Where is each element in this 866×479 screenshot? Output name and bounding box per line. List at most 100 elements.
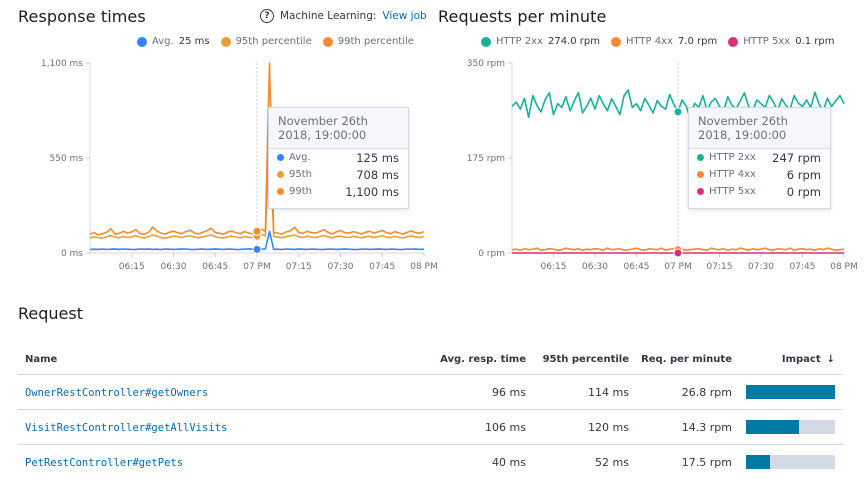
cursor-point-http-2xx: [673, 107, 683, 117]
x-tick-label: 07:45: [369, 262, 395, 272]
legend-item[interactable]: 95th percentile: [220, 36, 312, 47]
tooltip-value: 708 ms: [356, 167, 399, 182]
y-tick-label: 550 ms: [50, 154, 84, 164]
legend-label: HTTP 4xx: [625, 36, 673, 47]
help-icon[interactable]: ?: [260, 9, 274, 23]
x-tick-label: 06:30: [582, 262, 608, 272]
tooltip-label: Avg.: [289, 152, 311, 163]
cursor-point-99th-percentile: [252, 226, 262, 236]
legend-item[interactable]: HTTP 2xx 274.0 rpm: [481, 36, 600, 47]
legend-label: 95th percentile: [235, 36, 312, 47]
cell-95th-percentile: 120 ms: [588, 420, 629, 434]
legend-dot-icon: [481, 36, 491, 47]
tooltip-date-line: November 26th: [278, 114, 368, 128]
x-tick-label: 08 PM: [410, 262, 438, 272]
legend-item[interactable]: HTTP 4xx 7.0 rpm: [610, 36, 718, 47]
impact-bar-fill: [746, 455, 771, 469]
impact-bar-fill: [746, 385, 835, 399]
y-tick-label: 1,100 ms: [41, 59, 83, 69]
legend-dot-icon: [728, 36, 739, 47]
legend-item[interactable]: HTTP 5xx 0.1 rpm: [728, 36, 835, 47]
x-tick-label: 07 PM: [664, 262, 692, 272]
tooltip-time-line: 2018, 19:00:00: [278, 128, 367, 142]
legend-item[interactable]: Avg. 25 ms: [137, 36, 210, 47]
legend-value: 7.0 rpm: [677, 36, 718, 47]
transaction-link[interactable]: OwnerRestController#getOwners: [25, 386, 209, 399]
legend-dot-icon: [137, 36, 147, 47]
tooltip-date: November 26th 2018, 19:00:00: [269, 108, 408, 149]
tooltip-row: Avg. 125 ms: [269, 149, 408, 166]
cell-name: VisitRestController#getAllVisits: [18, 421, 426, 434]
x-tick-label: 08 PM: [830, 262, 858, 272]
tooltip-value: 125 ms: [356, 150, 399, 165]
y-tick-label: 0 ms: [61, 249, 83, 259]
column-name[interactable]: Name: [25, 354, 58, 365]
legend-label: Avg.: [152, 36, 174, 47]
tooltip-row: HTTP 2xx 247 rpm: [689, 149, 830, 166]
response-times-title: Response times: [18, 7, 146, 26]
x-tick-label: 06:45: [202, 262, 228, 272]
tooltip-dot-icon: [697, 188, 704, 195]
tooltip-dot-icon: [277, 154, 284, 161]
legend-value: 25 ms: [178, 36, 210, 47]
table-header: Name Avg. resp. time 95th percentile Req…: [18, 345, 843, 375]
column-impact[interactable]: Impact ↓: [732, 354, 843, 365]
x-tick-label: 07:15: [707, 262, 733, 272]
legend-label: HTTP 2xx: [496, 36, 543, 47]
response-times-chart[interactable]: 1,100 ms 550 ms 0 ms 06:15 06:30 06:45 07 PM 07…: [0, 52, 438, 282]
response-times-tooltip: November 26th 2018, 19:00:00 Avg. 125 ms 95t…: [268, 107, 409, 209]
column-95th-percentile[interactable]: 95th percentile: [542, 354, 629, 365]
y-tick-label: 175 rpm: [467, 154, 505, 164]
cell-impact: [732, 385, 843, 399]
x-tick-label: 07 PM: [243, 262, 271, 272]
legend-dot-icon: [220, 36, 231, 47]
table-row: OwnerRestController#getOwners 96 ms 114 ms…: [18, 375, 843, 410]
tooltip-row: 99th 1,100 ms: [269, 183, 408, 200]
ml-label: Machine Learning:: [280, 10, 377, 22]
table-row: VisitRestController#getAllVisits 106 ms 12…: [18, 410, 843, 445]
legend-label: HTTP 5xx: [743, 36, 791, 47]
x-tick-label: 06:15: [541, 262, 567, 272]
x-tick-label: 06:15: [119, 262, 145, 272]
tooltip-row: 95th 708 ms: [269, 166, 408, 183]
sort-arrow-icon: ↓: [826, 354, 835, 365]
transaction-link[interactable]: VisitRestController#getAllVisits: [25, 421, 228, 434]
column-req-per-minute[interactable]: Req. per minute: [641, 354, 732, 365]
legend-dot-icon: [610, 36, 621, 47]
cell-req-per-minute: 26.8 rpm: [681, 385, 732, 399]
cursor-point-http-5xx: [673, 248, 683, 258]
cursor-point-avg-: [252, 244, 262, 254]
tooltip-label: HTTP 2xx: [709, 152, 756, 163]
table-row: PetRestController#getPets 40 ms 52 ms 17.5 …: [18, 445, 843, 479]
tooltip-row: HTTP 4xx 6 rpm: [689, 166, 830, 183]
cell-95th-percentile: 52 ms: [595, 455, 629, 469]
legend-dot-icon: [322, 36, 333, 47]
cell-name: PetRestController#getPets: [18, 456, 426, 469]
column-avg-resp-time[interactable]: Avg. resp. time: [440, 354, 526, 365]
request-table: Name Avg. resp. time 95th percentile Req…: [18, 345, 843, 479]
tooltip-label: HTTP 5xx: [709, 186, 756, 197]
legend-value: 274.0 rpm: [547, 36, 600, 47]
tooltip-row: HTTP 5xx 0 rpm: [689, 183, 830, 200]
response-times-legend: Avg. 25 ms 95th percentile 99th percentile: [137, 36, 414, 47]
table-body: OwnerRestController#getOwners 96 ms 114 ms…: [18, 375, 843, 479]
view-job-link[interactable]: View job: [382, 10, 427, 22]
cell-avg-resp-time: 106 ms: [485, 420, 526, 434]
column-impact-label: Impact: [781, 354, 821, 365]
x-tick-label: 07:30: [748, 262, 774, 272]
tooltip-label: HTTP 4xx: [709, 169, 756, 180]
impact-bar: [746, 455, 835, 469]
x-tick-label: 07:45: [790, 262, 816, 272]
legend-item[interactable]: 99th percentile: [322, 36, 414, 47]
requests-per-minute-title: Requests per minute: [438, 7, 607, 26]
y-tick-label: 350 rpm: [467, 59, 505, 69]
legend-label: 99th percentile: [337, 36, 414, 47]
cell-avg-resp-time: 40 ms: [492, 455, 526, 469]
requests-per-minute-chart[interactable]: 350 rpm 175 rpm 0 rpm 06:15 06:30 06:45 07 PM 0…: [432, 52, 866, 282]
transaction-link[interactable]: PetRestController#getPets: [25, 456, 184, 469]
legend-value: 0.1 rpm: [795, 36, 835, 47]
tooltip-value: 6 rpm: [786, 167, 821, 182]
impact-bar: [746, 420, 835, 434]
request-section-title: Request: [18, 304, 83, 323]
x-tick-label: 06:45: [624, 262, 650, 272]
